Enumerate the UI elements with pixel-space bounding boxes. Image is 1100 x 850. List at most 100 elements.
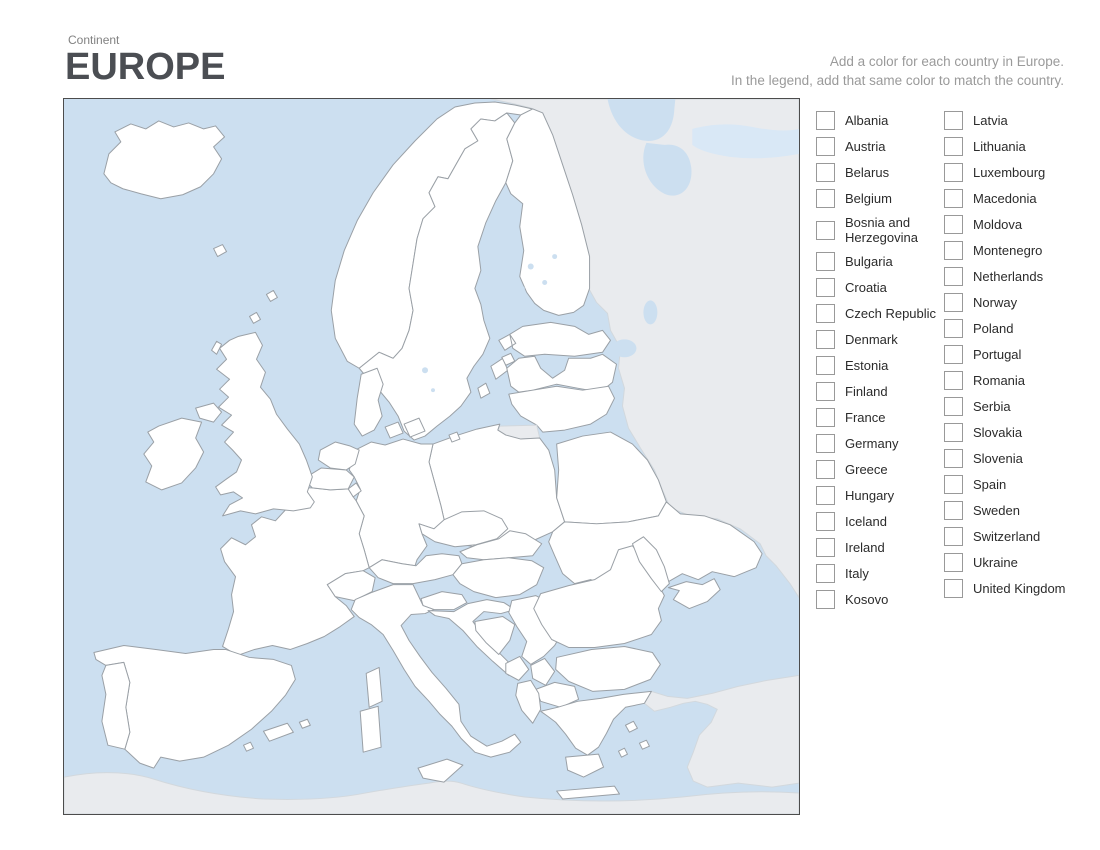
legend-item-moldova: Moldova (944, 215, 1072, 234)
color-swatch-netherlands[interactable] (944, 267, 963, 286)
legend-label: Austria (845, 139, 886, 154)
color-swatch-luxembourg[interactable] (944, 163, 963, 182)
map-country-finland[interactable] (505, 108, 591, 316)
color-swatch-lithuania[interactable] (944, 137, 963, 156)
legend-label: Kosovo (845, 592, 889, 607)
color-swatch-kosovo[interactable] (816, 590, 835, 609)
color-swatch-greece[interactable] (816, 460, 835, 479)
legend-label: France (845, 410, 886, 425)
map-country-ireland[interactable] (143, 417, 205, 491)
map-country-macedonia[interactable] (535, 681, 580, 708)
color-swatch-denmark[interactable] (816, 330, 835, 349)
legend-label: Bosnia and Herzegovina (845, 215, 918, 245)
map-country-italy[interactable] (350, 584, 522, 783)
color-swatch-france[interactable] (816, 408, 835, 427)
color-swatch-finland[interactable] (816, 382, 835, 401)
map-country-moldova[interactable] (631, 536, 670, 593)
color-swatch-czech-republic[interactable] (816, 304, 835, 323)
map-country-montenegro[interactable] (505, 655, 530, 681)
color-swatch-slovakia[interactable] (944, 423, 963, 442)
map-country-portugal[interactable] (101, 661, 131, 750)
map-country-lithuania[interactable] (508, 385, 616, 433)
color-swatch-serbia[interactable] (944, 397, 963, 416)
color-swatch-croatia[interactable] (816, 278, 835, 297)
legend-label: Slovakia (973, 425, 1023, 440)
instructions: Add a color for each country in Europe. … (731, 52, 1064, 90)
color-swatch-poland[interactable] (944, 319, 963, 338)
map-country-latvia[interactable] (506, 353, 617, 393)
color-swatch-austria[interactable] (816, 137, 835, 156)
map-country-slovakia[interactable] (459, 530, 543, 561)
color-swatch-belgium[interactable] (816, 189, 835, 208)
color-swatch-montenegro[interactable] (944, 241, 963, 260)
map-country-netherlands[interactable] (317, 441, 360, 471)
color-swatch-iceland[interactable] (816, 512, 835, 531)
legend-label: Finland (845, 384, 888, 399)
color-swatch-hungary[interactable] (816, 486, 835, 505)
legend-item-albania: Albania (816, 111, 944, 130)
color-swatch-belarus[interactable] (816, 163, 835, 182)
color-swatch-spain[interactable] (944, 475, 963, 494)
color-swatch-estonia[interactable] (816, 356, 835, 375)
color-swatch-albania[interactable] (816, 111, 835, 130)
color-swatch-macedonia[interactable] (944, 189, 963, 208)
color-swatch-portugal[interactable] (944, 345, 963, 364)
map-country-united-kingdom[interactable] (195, 289, 315, 517)
legend-item-estonia: Estonia (816, 356, 944, 375)
legend-item-serbia: Serbia (944, 397, 1072, 416)
color-swatch-ireland[interactable] (816, 538, 835, 557)
legend-label: Luxembourg (973, 165, 1046, 180)
map-country-belgium[interactable] (302, 467, 355, 491)
map-country-switzerland[interactable] (326, 570, 376, 602)
color-swatch-ukraine[interactable] (944, 553, 963, 572)
legend-label: Bulgaria (845, 254, 893, 269)
map-country-czech-republic[interactable] (418, 510, 509, 548)
map-country-bulgaria[interactable] (555, 645, 661, 692)
color-swatch-germany[interactable] (816, 434, 835, 453)
legend-label: Netherlands (973, 269, 1044, 284)
map-country-spain[interactable] (93, 644, 311, 769)
map-country-luxembourg[interactable] (347, 482, 362, 498)
legend-item-luxembourg: Luxembourg (944, 163, 1072, 182)
map-country-romania[interactable] (533, 545, 665, 648)
legend-item-lithuania: Lithuania (944, 137, 1072, 156)
legend-label: Romania (973, 373, 1026, 388)
map-country-albania[interactable] (515, 679, 542, 724)
map-sea-of-marmara (687, 702, 704, 710)
color-swatch-slovenia[interactable] (944, 449, 963, 468)
color-swatch-bosnia-and-herzegovina[interactable] (816, 220, 835, 240)
legend-item-france: France (816, 408, 944, 427)
map-country-iceland[interactable] (103, 120, 226, 200)
map-country-hungary[interactable] (452, 557, 545, 599)
legend-label: Spain (973, 477, 1007, 492)
legend-label: Lithuania (973, 139, 1026, 154)
map-lake (422, 367, 429, 374)
color-swatch-norway[interactable] (944, 293, 963, 312)
color-swatch-romania[interactable] (944, 371, 963, 390)
map-country-greece[interactable] (540, 690, 652, 800)
legend-item-switzerland: Switzerland (944, 527, 1072, 546)
color-swatch-united-kingdom[interactable] (944, 579, 963, 598)
map-land-north-africa (64, 772, 799, 814)
map-country-france[interactable] (220, 487, 383, 708)
legend-item-macedonia: Macedonia (944, 189, 1072, 208)
legend-column2: Latvia Lithuania Luxembourg Macedonia Moldov… (944, 111, 1072, 616)
legend-item-belarus: Belarus (816, 163, 944, 182)
color-swatch-latvia[interactable] (944, 111, 963, 130)
legend-label: Iceland (845, 514, 887, 529)
color-swatch-bulgaria[interactable] (816, 252, 835, 271)
color-swatch-moldova[interactable] (944, 215, 963, 234)
map-country-estonia[interactable] (498, 321, 612, 366)
map-country-austria[interactable] (368, 553, 463, 585)
color-swatch-sweden[interactable] (944, 501, 963, 520)
map-country-denmark[interactable] (353, 367, 461, 443)
color-swatch-italy[interactable] (816, 564, 835, 583)
map-country-bosnia-and-herzegovina[interactable] (474, 616, 516, 655)
map-country-kosovo[interactable] (530, 657, 556, 686)
legend-label: Moldova (973, 217, 1023, 232)
color-swatch-switzerland[interactable] (944, 527, 963, 546)
legend-item-kosovo: Kosovo (816, 590, 944, 609)
legend-column1: Albania Austria Belarus Belgium Bosnia and H… (816, 111, 944, 616)
map-country-germany[interactable] (348, 438, 447, 569)
map-lake-onega (643, 300, 658, 325)
